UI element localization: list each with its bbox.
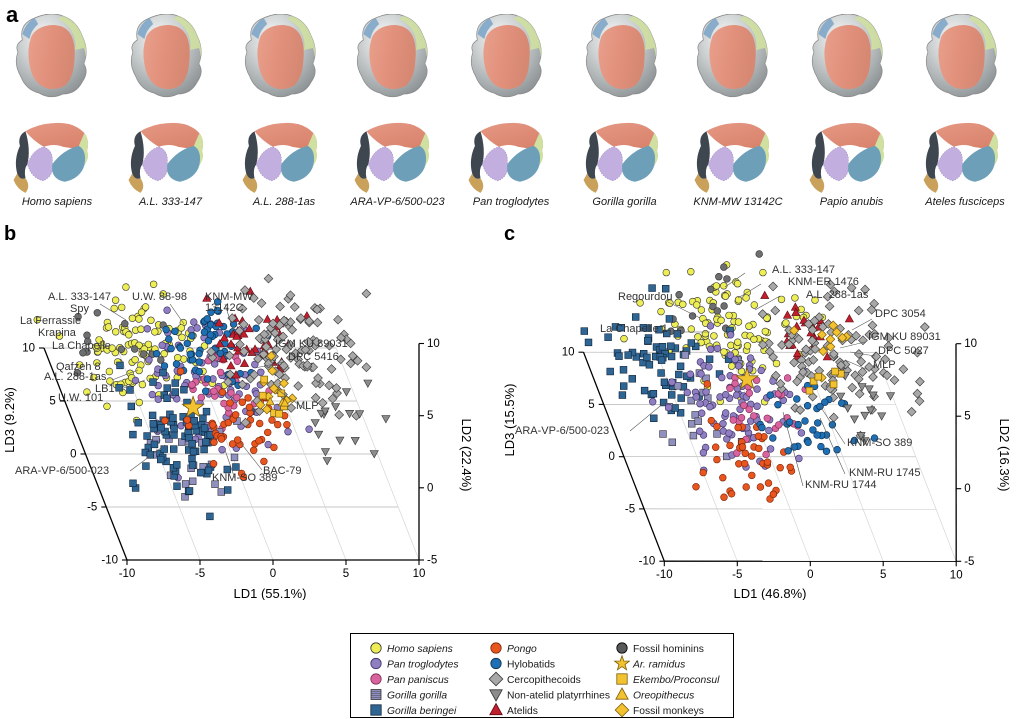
svg-text:5: 5 bbox=[588, 399, 594, 411]
svg-text:KNM-ER 1476: KNM-ER 1476 bbox=[788, 276, 859, 288]
svg-text:La Chapelle: La Chapelle bbox=[52, 340, 111, 352]
svg-text:-5: -5 bbox=[732, 569, 742, 581]
svg-text:c: c bbox=[504, 223, 515, 245]
svg-text:Fossil hominins: Fossil hominins bbox=[633, 644, 704, 655]
svg-text:Fossil monkeys: Fossil monkeys bbox=[633, 706, 704, 717]
svg-text:U.W. 101: U.W. 101 bbox=[58, 392, 103, 404]
svg-text:DPC 3054: DPC 3054 bbox=[875, 308, 926, 320]
svg-text:KNM-SO 389: KNM-SO 389 bbox=[847, 437, 912, 449]
svg-text:Hylobatids: Hylobatids bbox=[507, 660, 555, 671]
svg-text:-5: -5 bbox=[87, 502, 97, 514]
svg-text:Regourdou: Regourdou bbox=[618, 291, 672, 303]
svg-text:DPC 5027: DPC 5027 bbox=[878, 345, 929, 357]
svg-text:KNM-RU 1744: KNM-RU 1744 bbox=[805, 479, 877, 491]
svg-text:LD2 (16.3%): LD2 (16.3%) bbox=[997, 419, 1012, 492]
svg-text:Pan paniscus: Pan paniscus bbox=[387, 675, 449, 686]
svg-text:Ar. ramidus: Ar. ramidus bbox=[632, 660, 685, 671]
svg-text:ARA-VP-6/500-023: ARA-VP-6/500-023 bbox=[515, 425, 609, 437]
svg-text:10: 10 bbox=[413, 568, 426, 580]
svg-text:Oreopithecus: Oreopithecus bbox=[633, 691, 694, 702]
svg-text:U.W. 88-98: U.W. 88-98 bbox=[132, 291, 187, 303]
svg-text:A.L. 288-1as: A.L. 288-1as bbox=[806, 289, 869, 301]
svg-text:KNM-RU 1745: KNM-RU 1745 bbox=[849, 467, 921, 479]
svg-text:5: 5 bbox=[880, 569, 886, 581]
svg-text:-10: -10 bbox=[119, 568, 136, 580]
svg-text:-5: -5 bbox=[427, 555, 437, 567]
svg-text:LD1 (46.8%): LD1 (46.8%) bbox=[734, 586, 807, 600]
svg-text:Spy: Spy bbox=[70, 303, 89, 315]
svg-text:Atelids: Atelids bbox=[507, 706, 538, 717]
svg-text:Non-atelid platyrrhines: Non-atelid platyrrhines bbox=[507, 691, 610, 702]
svg-text:LD3 (15.5%): LD3 (15.5%) bbox=[502, 384, 517, 457]
svg-text:-10: -10 bbox=[656, 569, 673, 581]
svg-text:A.L. 333-147: A.L. 333-147 bbox=[48, 291, 111, 303]
svg-text:b: b bbox=[4, 223, 16, 245]
svg-text:MLP: MLP bbox=[873, 359, 896, 371]
svg-text:13142C: 13142C bbox=[205, 302, 244, 314]
svg-text:10: 10 bbox=[964, 338, 977, 350]
svg-text:Ekembo/Proconsul: Ekembo/Proconsul bbox=[633, 675, 720, 686]
svg-text:IGM KU 89031: IGM KU 89031 bbox=[868, 331, 941, 343]
svg-text:A.L. 333-147: A.L. 333-147 bbox=[772, 264, 835, 276]
svg-text:0: 0 bbox=[807, 569, 813, 581]
svg-text:10: 10 bbox=[427, 338, 440, 350]
svg-text:La Chapelle 1: La Chapelle 1 bbox=[600, 323, 668, 335]
svg-text:0: 0 bbox=[427, 482, 433, 494]
svg-text:Pongo: Pongo bbox=[507, 644, 537, 655]
svg-text:LD3 (9.2%): LD3 (9.2%) bbox=[2, 387, 17, 453]
svg-text:-5: -5 bbox=[195, 568, 205, 580]
svg-text:5: 5 bbox=[343, 568, 349, 580]
svg-text:5: 5 bbox=[427, 410, 433, 422]
svg-text:Krapina: Krapina bbox=[38, 327, 77, 339]
svg-text:0: 0 bbox=[608, 451, 614, 463]
svg-text:DPC 5416: DPC 5416 bbox=[288, 351, 339, 363]
svg-text:5: 5 bbox=[49, 396, 55, 408]
svg-text:KNM-SO 389: KNM-SO 389 bbox=[212, 472, 277, 484]
svg-text:-10: -10 bbox=[639, 556, 656, 568]
svg-text:ARA-VP-6/500-023: ARA-VP-6/500-023 bbox=[15, 465, 109, 477]
svg-text:10: 10 bbox=[22, 343, 35, 355]
svg-text:-10: -10 bbox=[101, 555, 118, 567]
svg-text:0: 0 bbox=[70, 449, 76, 461]
svg-text:Gorilla gorilla: Gorilla gorilla bbox=[387, 691, 447, 702]
svg-text:Pan troglodytes: Pan troglodytes bbox=[387, 660, 459, 671]
svg-text:Gorilla beringei: Gorilla beringei bbox=[387, 706, 457, 717]
svg-text:0: 0 bbox=[964, 483, 970, 495]
svg-text:-5: -5 bbox=[964, 556, 974, 568]
svg-text:LD1 (55.1%): LD1 (55.1%) bbox=[234, 586, 307, 600]
svg-text:IGM KU 89031: IGM KU 89031 bbox=[275, 338, 348, 350]
svg-text:Homo sapiens: Homo sapiens bbox=[387, 644, 453, 655]
svg-text:La Ferrassie: La Ferrassie bbox=[20, 315, 81, 327]
svg-text:LD2 (22.4%): LD2 (22.4%) bbox=[459, 419, 474, 492]
svg-text:5: 5 bbox=[964, 411, 970, 423]
svg-text:-5: -5 bbox=[625, 503, 635, 515]
svg-text:Cercopithecoids: Cercopithecoids bbox=[507, 675, 581, 686]
svg-text:A.L. 288-1as: A.L. 288-1as bbox=[44, 371, 107, 383]
svg-text:0: 0 bbox=[270, 568, 276, 580]
svg-text:10: 10 bbox=[562, 347, 575, 359]
svg-text:10: 10 bbox=[950, 569, 963, 581]
